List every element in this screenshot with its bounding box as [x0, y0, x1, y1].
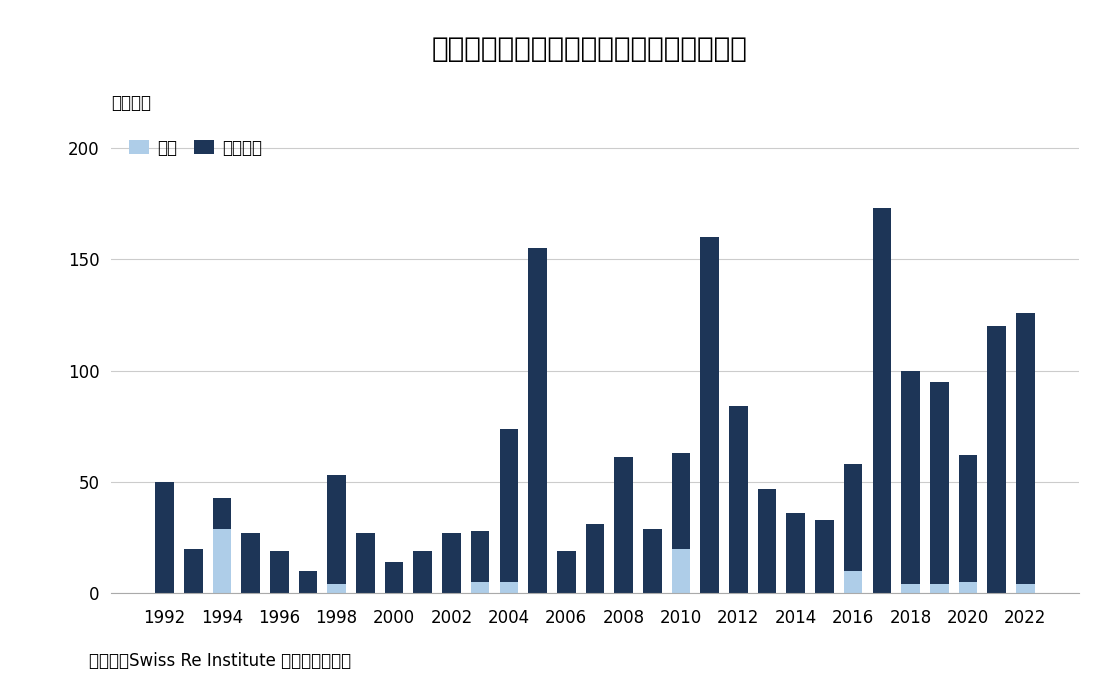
Bar [643, 528, 662, 593]
Bar [729, 406, 747, 593]
Bar [672, 453, 691, 549]
Bar [212, 498, 231, 528]
Bar [614, 457, 633, 593]
Text: （資料）Swiss Re Institute を元に筆者作成: （資料）Swiss Re Institute を元に筆者作成 [89, 652, 351, 670]
Bar [1016, 313, 1034, 584]
Bar [1016, 584, 1034, 593]
Text: 図表１　世界の自然災害による保険損害額: 図表１ 世界の自然災害による保険損害額 [431, 35, 747, 63]
Bar [327, 584, 346, 593]
Bar [156, 482, 173, 593]
Bar [499, 582, 518, 593]
Bar [757, 489, 776, 593]
Bar [327, 475, 346, 584]
Bar [844, 464, 863, 571]
Bar [414, 551, 433, 593]
Bar [959, 582, 977, 593]
Bar [959, 455, 977, 582]
Bar [299, 571, 317, 593]
Bar [241, 533, 260, 593]
Bar [873, 208, 891, 593]
Bar [701, 237, 719, 593]
Bar [672, 549, 691, 593]
Bar [930, 584, 949, 593]
Bar [470, 531, 489, 582]
Bar [987, 326, 1006, 593]
Bar [443, 533, 460, 593]
Bar [470, 582, 489, 593]
Bar [356, 533, 375, 593]
Bar [183, 549, 202, 593]
Bar [212, 528, 231, 593]
Bar [270, 551, 289, 593]
Bar [844, 571, 863, 593]
Bar [499, 429, 518, 582]
Bar [901, 371, 920, 584]
Legend: 地震, 気候関連: 地震, 気候関連 [129, 139, 262, 156]
Bar [528, 248, 547, 593]
Bar [786, 513, 805, 593]
Bar [901, 584, 920, 593]
Bar [385, 562, 404, 593]
Bar [586, 524, 604, 593]
Bar [930, 382, 949, 584]
Bar [815, 520, 834, 593]
Text: 十億ドル: 十億ドル [111, 94, 151, 112]
Bar [557, 551, 576, 593]
